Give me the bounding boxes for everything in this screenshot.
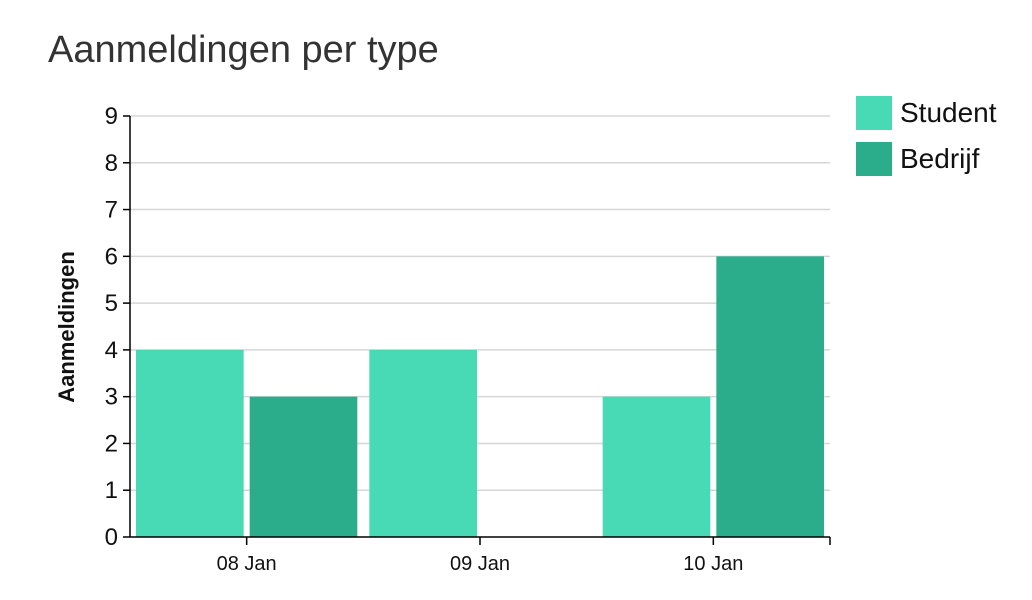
y-axis-label: Aanmeldingen [54, 251, 79, 403]
legend-label-student: Student [900, 97, 997, 128]
legend-swatch-bedrijf [856, 142, 892, 176]
y-tick-label: 8 [105, 150, 118, 177]
y-tick-label: 3 [105, 384, 118, 411]
y-tick-label: 7 [105, 197, 118, 224]
y-tick-label: 6 [105, 243, 118, 270]
y-axis-ticks: 0 1 2 3 4 5 6 7 8 9 [105, 103, 130, 551]
y-tick-label: 2 [105, 430, 118, 457]
grid-lines [130, 115, 830, 491]
y-tick-label: 4 [105, 337, 118, 364]
chart-title: Aanmeldingen per type [48, 29, 439, 71]
bar-bedrijf-0 [249, 396, 358, 537]
x-tick-label: 10 Jan [683, 553, 743, 575]
legend-label-bedrijf: Bedrijf [900, 143, 980, 174]
legend: Student Bedrijf [856, 96, 997, 176]
bar-student-0 [136, 349, 244, 537]
x-tick-label: 08 Jan [217, 553, 277, 575]
y-tick-label: 5 [105, 290, 118, 317]
y-tick-label: 1 [105, 477, 118, 504]
x-tick-label: 09 Jan [450, 553, 510, 575]
y-tick-label: 0 [105, 524, 118, 551]
y-tick-label: 9 [105, 103, 118, 130]
bar-bedrijf-2 [716, 256, 824, 537]
bar-student-1 [369, 349, 477, 537]
x-axis-ticks: 08 Jan 09 Jan 10 Jan [217, 537, 743, 575]
legend-swatch-student [856, 96, 892, 130]
bars [136, 256, 824, 537]
bar-student-2 [602, 396, 711, 537]
